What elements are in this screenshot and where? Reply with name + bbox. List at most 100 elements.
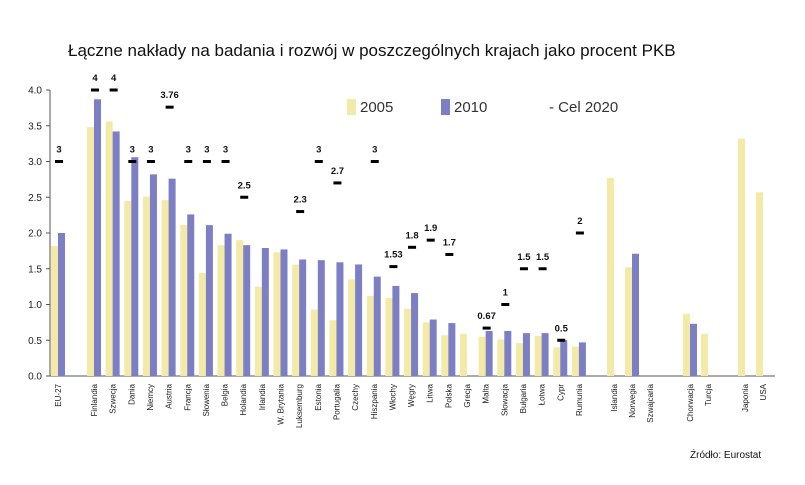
target-marker-wlochy xyxy=(389,265,398,269)
bar-2010-finlandia xyxy=(94,99,101,377)
x-tick-label-japonia: Japonia xyxy=(741,383,750,412)
x-tick-label-holandia: Holandia xyxy=(239,383,248,415)
bar-2005-niemcy xyxy=(142,196,150,376)
target-marker-lotwa xyxy=(538,267,547,271)
bar-2010-francja xyxy=(187,214,195,376)
target-marker-portugalia xyxy=(333,181,342,185)
target-label-portugalia: 2.7 xyxy=(331,166,344,177)
target-label-austria: 3.76 xyxy=(160,90,179,101)
bar-2005-grecja xyxy=(460,333,467,376)
x-tick-label-w-brytania: W. Brytania xyxy=(277,383,286,424)
target-marker-dania xyxy=(128,160,137,163)
x-tick-label-luksemburg: Luksemburg xyxy=(295,384,304,428)
target-marker-slowacja xyxy=(501,303,510,306)
target-marker-cypr xyxy=(557,338,566,342)
bar-2010-bulgaria xyxy=(522,333,530,376)
bar-2005-w-brytania xyxy=(273,252,281,376)
x-tick-label-bulgaria: Bułgaria xyxy=(519,383,528,413)
bar-2010-litwa xyxy=(429,319,437,376)
target-marker-szwecja xyxy=(109,88,118,92)
target-label-litwa: 1.9 xyxy=(424,223,437,234)
plot-area: 0.0 0.5 1.0 1.5 2.0 2.5 3.0 3.5 4.0 3 EU-27 4 Finlan… xyxy=(28,73,775,428)
target-marker-estonia xyxy=(314,160,323,163)
target-label-malta: 0.67 xyxy=(477,311,496,322)
target-marker-malta xyxy=(482,326,491,330)
bar-2005-turcja xyxy=(701,333,708,376)
bar-2005-austria xyxy=(161,200,169,376)
bar-2005-islandia xyxy=(607,177,614,376)
x-tick-label-lotwa: Łotwa xyxy=(538,383,547,405)
target-label-hiszpania: 3 xyxy=(372,145,377,156)
bar-2005-polska xyxy=(441,335,449,376)
bar-2005-irlandia xyxy=(254,286,262,376)
x-tick-label-litwa: Litwa xyxy=(426,383,435,402)
target-marker-austria xyxy=(165,105,174,109)
bar-2005-slowenia xyxy=(198,273,206,376)
y-tick-label: 3.5 xyxy=(28,121,42,132)
target-label-slowacja: 1 xyxy=(503,288,509,299)
x-tick-label-dania: Dania xyxy=(127,383,136,404)
x-tick-label-slowacja: Słowacja xyxy=(500,383,509,416)
y-tick-label: 1.5 xyxy=(28,264,42,275)
target-marker-wegry xyxy=(408,245,417,249)
x-tick-label-szwecja: Szwecja xyxy=(109,383,118,413)
target-label-rumunia: 2 xyxy=(577,216,582,227)
bar-2010-slowenia xyxy=(205,225,213,376)
target-label-wlochy: 1.53 xyxy=(384,250,403,261)
source-note: Źródło: Eurostat xyxy=(690,448,761,461)
bar-2005-cypr xyxy=(553,347,561,376)
bar-2010-portugalia xyxy=(336,262,344,376)
bar-2005-japonia xyxy=(738,138,745,376)
x-tick-label-grecja: Grecja xyxy=(463,383,472,407)
bar-2005-malta xyxy=(478,336,486,376)
legend-2010-swatch xyxy=(441,99,450,115)
bar-2010-polska xyxy=(448,323,456,376)
y-tick-label: 2.0 xyxy=(28,229,42,240)
target-label-francja: 3 xyxy=(186,145,191,156)
bar-2010-szwecja xyxy=(112,131,120,376)
y-tick-label: 4.0 xyxy=(28,86,42,97)
target-label-bulgaria: 1.5 xyxy=(517,252,531,263)
bar-2005-szwecja xyxy=(105,121,113,377)
bar-2010-dania xyxy=(131,157,139,376)
bar-2010-lotwa xyxy=(541,333,549,376)
x-tick-label-finlandia: Finlandia xyxy=(90,383,99,416)
target-marker-bulgaria xyxy=(519,267,528,271)
target-marker-holandia xyxy=(240,195,249,199)
bar-2010-cypr xyxy=(560,340,568,376)
bar-2010-belgia xyxy=(224,233,232,376)
x-tick-label-malta: Malta xyxy=(482,383,491,403)
bar-2010-estonia xyxy=(317,260,325,376)
bar-2010-rumunia xyxy=(578,342,586,376)
bar-2010-czechy xyxy=(355,264,363,376)
x-tick-label-slowenia: Słowenia xyxy=(202,383,211,416)
x-tick-label-rumunia: Rumunia xyxy=(575,383,584,416)
bar-2005-wlochy xyxy=(385,298,393,376)
x-tick-label-chorwacja: Chorwacja xyxy=(686,383,695,421)
y-tick-label: 0.0 xyxy=(28,372,42,383)
bar-2010-w-brytania xyxy=(280,249,288,376)
x-tick-label-szwajcaria: Szwajcaria xyxy=(646,383,655,422)
x-tick-label-eu-27: EU-27 xyxy=(54,383,63,406)
target-label-cypr: 0.5 xyxy=(555,323,569,334)
target-label-wegry: 1.8 xyxy=(405,230,418,241)
target-label-holandia: 2.5 xyxy=(238,180,252,191)
bar-2010-hiszpania xyxy=(373,276,381,376)
bar-2010-austria xyxy=(168,178,176,376)
bar-2010-wlochy xyxy=(392,285,400,376)
x-tick-label-austria: Austria xyxy=(165,383,174,408)
x-tick-label-belgia: Belgia xyxy=(221,383,230,406)
bar-2010-slowacja xyxy=(504,330,512,376)
bar-2005-portugalia xyxy=(329,320,337,376)
y-tick-label: 1.0 xyxy=(28,300,42,311)
bar-2010-irlandia xyxy=(261,248,269,376)
legend-2005-swatch xyxy=(347,99,356,115)
target-label-luksemburg: 2.3 xyxy=(294,195,307,206)
target-marker-hiszpania xyxy=(370,160,379,163)
bar-2010-luksemburg xyxy=(299,259,307,376)
bar-2010-wegry xyxy=(411,293,419,376)
target-marker-belgia xyxy=(221,160,230,163)
bar-2005-hiszpania xyxy=(366,295,374,376)
bar-2005-slowacja xyxy=(497,339,505,376)
target-label-finlandia: 4 xyxy=(92,73,98,84)
